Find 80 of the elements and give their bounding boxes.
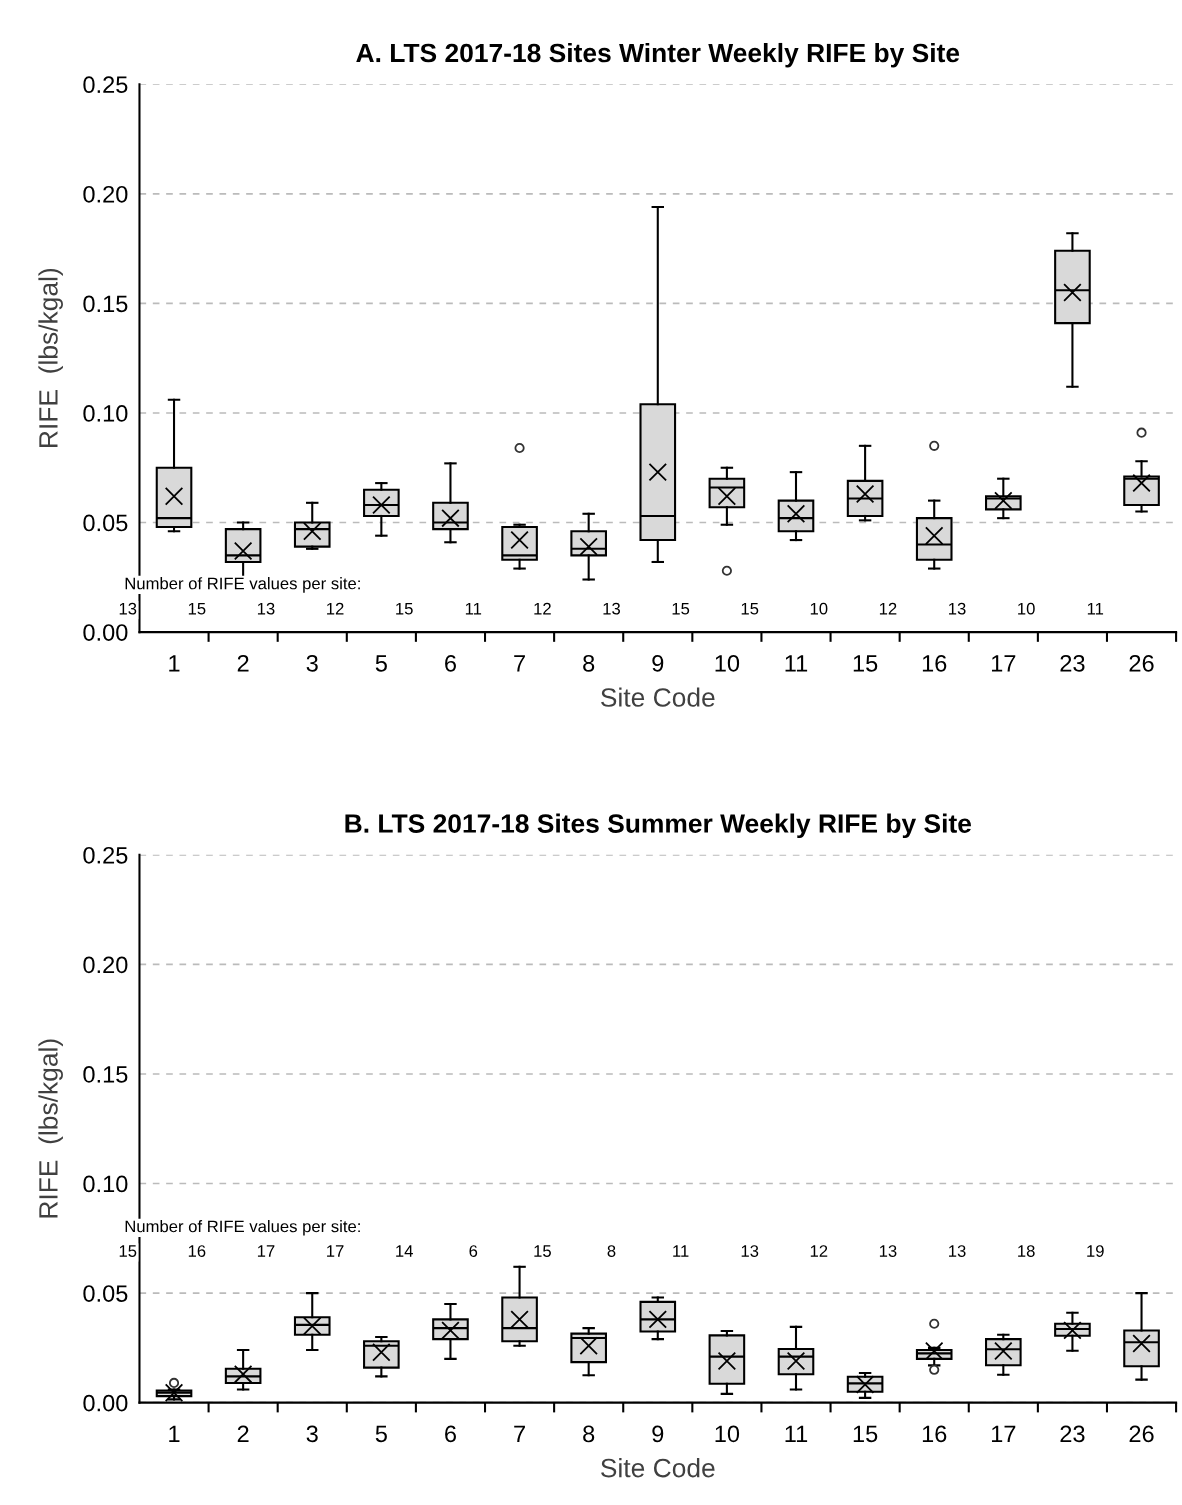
- x-tick-label: 8: [583, 654, 595, 672]
- annotation: 19: [1087, 1245, 1104, 1257]
- annotation: 17: [257, 1245, 275, 1257]
- y-tick-label: 0.10: [83, 405, 128, 422]
- annotation: 13: [603, 602, 621, 615]
- annotation: 13: [257, 602, 275, 615]
- x-tick-label: 8: [583, 1425, 595, 1443]
- annotation: 12: [534, 602, 551, 615]
- annotation: 15: [534, 1245, 551, 1257]
- y-tick-label: 0.25: [83, 76, 128, 94]
- x-tick-label: 11: [785, 655, 808, 672]
- x-tick-label: 1: [169, 655, 180, 672]
- x-tick-label: 7: [514, 655, 525, 672]
- y-tick-label: 0.20: [83, 956, 128, 974]
- y-tick-label: 0.15: [83, 1066, 128, 1083]
- text: 13: [119, 602, 137, 615]
- annotation: 11: [673, 1245, 689, 1257]
- text: 15: [119, 1245, 137, 1257]
- y-tick-label: 0.10: [83, 1175, 128, 1193]
- y-axis-title: RIFE (lbs/kgal): [38, 268, 63, 447]
- y-tick-label: 0.00: [83, 624, 128, 641]
- y-tick-label: 0.05: [83, 1285, 128, 1302]
- annotation: 6: [469, 1245, 478, 1257]
- chart-title: B. LTS 2017-18 Sites Summer Weekly RIFE by Site: [345, 813, 972, 839]
- x-tick-label: 17: [991, 1425, 1016, 1442]
- annotation: Number of RIFE values per site:: [125, 577, 360, 593]
- annotation: 13: [741, 1245, 759, 1257]
- annotation: 14: [396, 1245, 413, 1257]
- x-axis-title: Site Code: [601, 687, 715, 707]
- y-tick-label: 0.25: [83, 846, 128, 864]
- annotation: 12: [327, 602, 344, 615]
- x-tick-label: 2: [237, 654, 249, 672]
- annotation: 13: [949, 602, 966, 615]
- x-tick-label: 5: [375, 1425, 387, 1443]
- annotation: 15: [741, 602, 759, 615]
- y-tick-label: 0.15: [83, 295, 128, 313]
- y-axis-title: RIFE (lbs/kgal): [38, 1039, 63, 1218]
- x-axis-title: Site Code: [601, 1458, 715, 1478]
- annotation: 10: [810, 602, 828, 615]
- y-tick-label: 0.00: [83, 1394, 128, 1412]
- x-tick-label: 1: [169, 1425, 180, 1442]
- x-tick-label: 7: [514, 1425, 525, 1442]
- x-tick-label: 10: [715, 1425, 740, 1443]
- y-tick-label: 0.05: [83, 514, 128, 532]
- x-tick-label: 6: [445, 1425, 456, 1443]
- annotation: 8: [607, 1245, 616, 1257]
- y-tick-label: 0.20: [83, 185, 128, 203]
- x-tick-label: 17: [991, 655, 1016, 672]
- annotation: 15: [188, 602, 206, 615]
- x-tick-label: 23: [1060, 1425, 1085, 1443]
- x-tick-label: 11: [785, 1425, 808, 1442]
- annotation: 12: [810, 1245, 828, 1257]
- annotation: 11: [465, 602, 482, 615]
- x-tick-label: 26: [1129, 1425, 1154, 1443]
- x-tick-label: 3: [306, 654, 318, 672]
- annotation: 16: [188, 1245, 206, 1257]
- x-tick-label: 16: [922, 654, 947, 672]
- x-tick-label: 26: [1129, 654, 1154, 672]
- annotation: 15: [672, 602, 690, 615]
- x-tick-label: 2: [237, 1425, 249, 1442]
- x-tick-label: 5: [375, 655, 387, 672]
- x-tick-label: 9: [652, 654, 664, 672]
- annotation: 18: [1018, 1245, 1035, 1257]
- annotation: 12: [879, 602, 897, 615]
- annotation: 15: [396, 602, 413, 615]
- annotation: 13: [949, 1245, 966, 1257]
- annotation: 17: [327, 1245, 344, 1257]
- x-tick-label: 15: [853, 1425, 878, 1443]
- annotation: 13: [879, 1245, 897, 1257]
- x-tick-label: 6: [445, 654, 456, 672]
- chart-title: A. LTS 2017-18 Sites Winter Weekly RIFE by Site: [356, 42, 960, 68]
- x-tick-label: 10: [715, 654, 740, 672]
- x-tick-label: 15: [853, 655, 878, 672]
- annotation: Number of RIFE values per site:: [125, 1220, 360, 1236]
- x-tick-label: 23: [1060, 654, 1085, 672]
- annotation: 11: [1087, 602, 1104, 615]
- x-tick-label: 9: [652, 1425, 664, 1443]
- annotation: 10: [1018, 602, 1035, 615]
- x-tick-label: 3: [306, 1425, 318, 1443]
- x-tick-label: 16: [922, 1425, 947, 1443]
